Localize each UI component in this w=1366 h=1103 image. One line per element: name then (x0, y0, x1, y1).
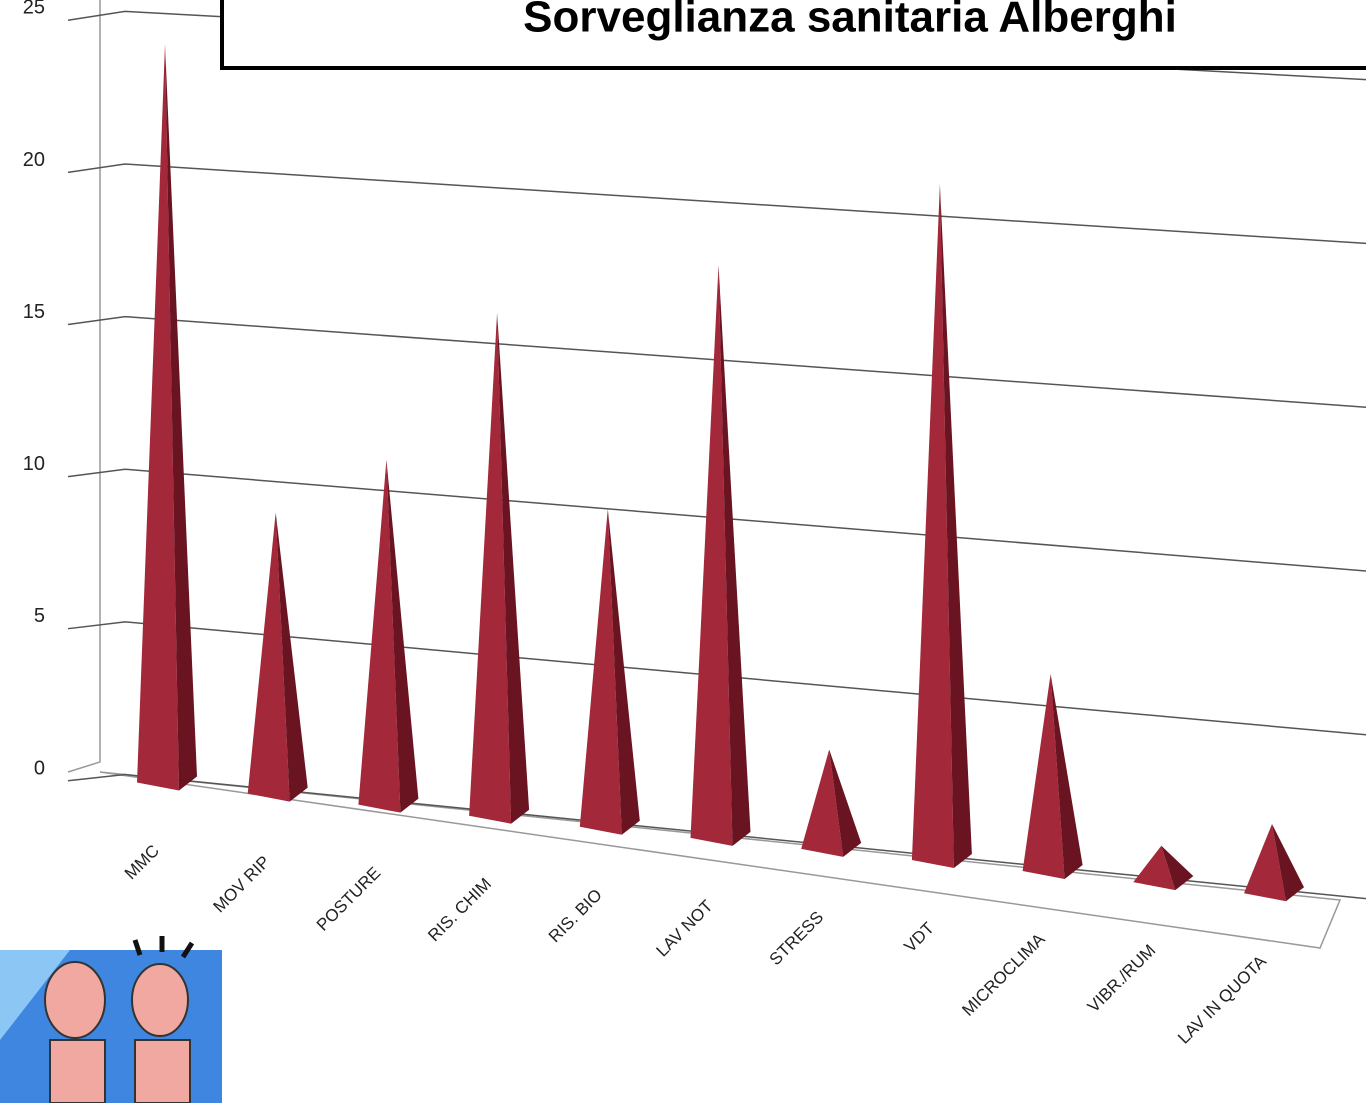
bar (1244, 824, 1304, 902)
bar-front (1133, 845, 1176, 891)
bar-front (690, 265, 733, 846)
x-tick-label: RIS. CHIM (424, 874, 495, 945)
x-tick-label: LAV IN QUOTA (1174, 951, 1270, 1047)
x-tick-label: MMC (121, 841, 163, 883)
grid-line (67, 315, 1366, 408)
chart-title: Sorveglianza sanitaria Alberghi (523, 0, 1177, 42)
y-tick-label: 20 (23, 149, 45, 171)
bar (247, 512, 308, 802)
bar-side (718, 265, 751, 846)
bar-side (829, 749, 862, 857)
bar-front (469, 312, 512, 824)
bar-side (1161, 845, 1194, 891)
bar (469, 312, 530, 824)
bar-side (386, 459, 419, 813)
bar-side (1272, 824, 1304, 902)
x-tick-label: LAV NOT (653, 896, 717, 960)
y-tick-label: 0 (34, 757, 45, 779)
bar-side (939, 184, 972, 868)
grid-line (67, 163, 1366, 245)
bar (1133, 845, 1194, 891)
bar (358, 459, 419, 813)
bar (911, 184, 972, 868)
bar-side (607, 508, 640, 835)
x-tick-label: VIBR./RUM (1084, 941, 1160, 1017)
bar-front (358, 459, 401, 813)
x-tick-label: STRESS (766, 907, 828, 969)
x-tick-label: MOV RIP (209, 852, 273, 916)
bar-side (1050, 673, 1083, 880)
x-tick-label: POSTURE (313, 863, 385, 935)
x-tick-label: RIS. BIO (545, 885, 606, 946)
bar (579, 508, 640, 835)
bar (690, 265, 751, 846)
axis-wall (67, 0, 101, 773)
y-tick-label: 5 (34, 605, 45, 627)
y-tick-label: 10 (23, 453, 45, 475)
bar (1022, 673, 1083, 880)
bar (801, 749, 862, 857)
bar-side (275, 512, 308, 802)
bar-front (247, 512, 290, 802)
bar-side (165, 44, 197, 791)
x-tick-label: MICROCLIMA (958, 929, 1049, 1020)
y-tick-label: 15 (23, 301, 45, 323)
bar-side (497, 312, 530, 824)
title-box (220, 0, 1366, 70)
bar (137, 44, 197, 791)
y-tick-label: 25 (23, 0, 45, 19)
cartoon (0, 936, 222, 1103)
x-tick-label: VDT (900, 919, 937, 956)
